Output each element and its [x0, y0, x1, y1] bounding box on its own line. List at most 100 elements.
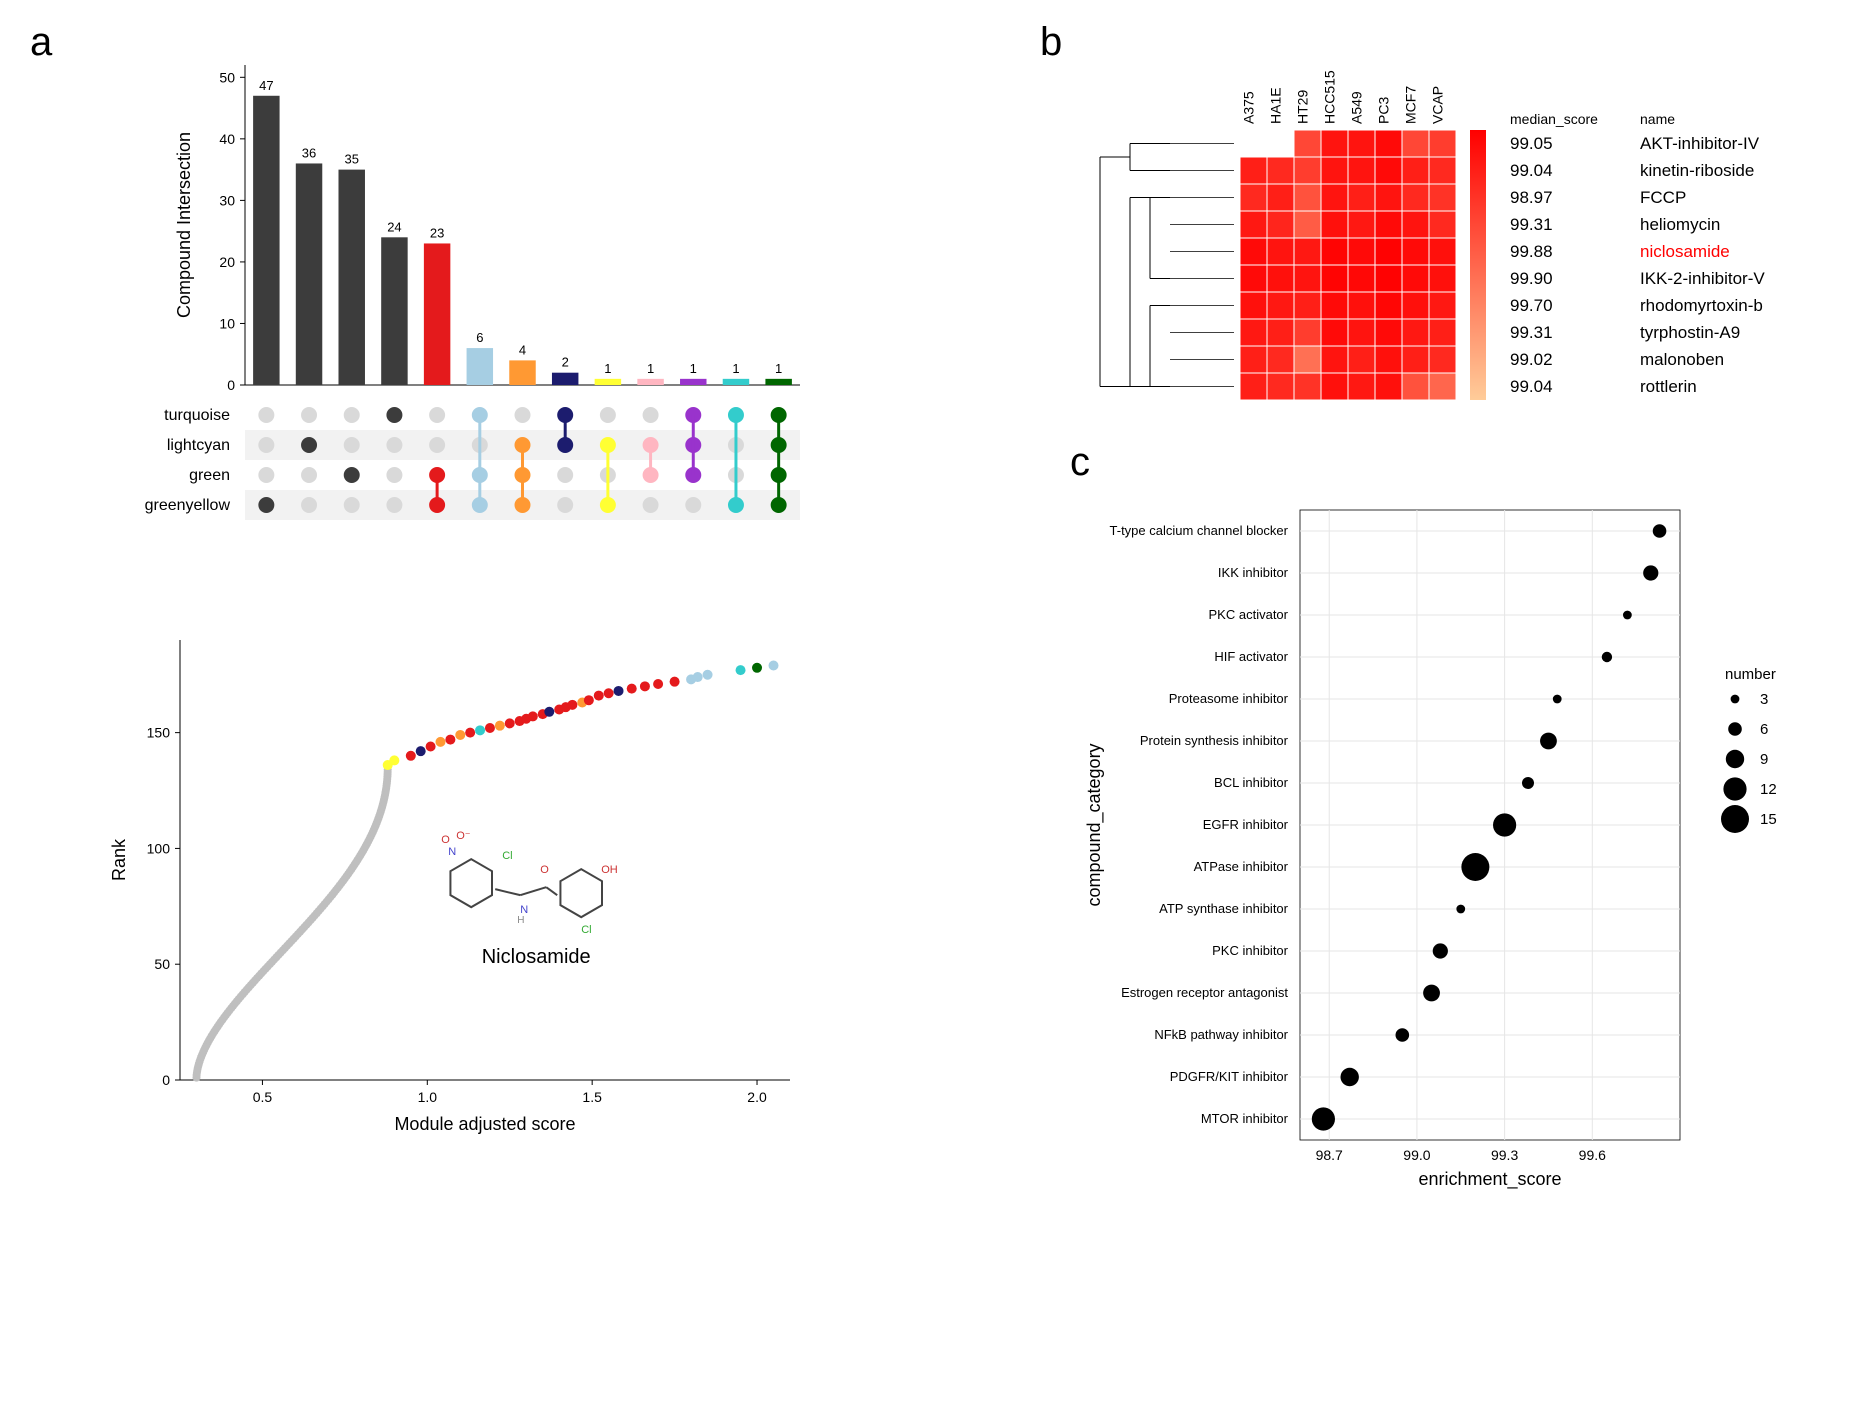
svg-text:niclosamide: niclosamide: [1640, 242, 1730, 261]
svg-text:Protein synthesis inhibitor: Protein synthesis inhibitor: [1140, 733, 1289, 748]
svg-text:greenyellow: greenyellow: [145, 497, 231, 514]
svg-text:99.02: 99.02: [1510, 350, 1553, 369]
svg-text:HIF activator: HIF activator: [1214, 649, 1288, 664]
svg-text:23: 23: [430, 225, 444, 240]
svg-text:PKC activator: PKC activator: [1209, 607, 1289, 622]
svg-text:1: 1: [732, 361, 739, 376]
svg-text:tyrphostin-A9: tyrphostin-A9: [1640, 323, 1740, 342]
svg-text:99.6: 99.6: [1579, 1147, 1606, 1163]
svg-text:30: 30: [219, 192, 235, 208]
svg-text:99.04: 99.04: [1510, 161, 1553, 180]
svg-text:99.88: 99.88: [1510, 242, 1553, 261]
svg-text:Estrogen receptor antagonist: Estrogen receptor antagonist: [1121, 985, 1288, 1000]
panel-b-heatmap: A375HA1EHT29HCC515A549PC3MCF7VCAPmedian_…: [1060, 40, 1840, 420]
svg-text:PC3: PC3: [1376, 97, 1392, 124]
svg-text:10: 10: [219, 315, 235, 331]
svg-text:NFkB pathway inhibitor: NFkB pathway inhibitor: [1154, 1027, 1288, 1042]
panel-c-dotplot: 98.7 99.0 99.3 99.6 enrichment_score compound…: [1060, 480, 1840, 1200]
svg-text:PDGFR/KIT inhibitor: PDGFR/KIT inhibitor: [1170, 1069, 1289, 1084]
svg-text:99.05: 99.05: [1510, 134, 1553, 153]
svg-text:1.0: 1.0: [418, 1089, 438, 1105]
svg-text:99.0: 99.0: [1403, 1147, 1430, 1163]
svg-text:12: 12: [1760, 781, 1777, 798]
svg-text:MTOR inhibitor: MTOR inhibitor: [1201, 1111, 1289, 1126]
svg-text:9: 9: [1760, 751, 1768, 768]
svg-text:1: 1: [775, 361, 782, 376]
svg-text:AKT-inhibitor-IV: AKT-inhibitor-IV: [1640, 134, 1760, 153]
svg-text:PKC inhibitor: PKC inhibitor: [1212, 943, 1289, 958]
svg-text:T-type calcium channel blocker: T-type calcium channel blocker: [1110, 523, 1289, 538]
panel-label-a: a: [30, 20, 52, 65]
svg-text:99.3: 99.3: [1491, 1147, 1518, 1163]
svg-text:47: 47: [259, 78, 273, 93]
panel-label-c: c: [1070, 440, 1090, 485]
svg-text:4: 4: [519, 342, 526, 357]
svg-text:Niclosamide: Niclosamide: [482, 946, 591, 968]
svg-text:99.31: 99.31: [1510, 215, 1553, 234]
svg-text:EGFR inhibitor: EGFR inhibitor: [1203, 817, 1289, 832]
svg-text:heliomycin: heliomycin: [1640, 215, 1720, 234]
panel-label-b: b: [1040, 20, 1062, 65]
svg-text:H: H: [517, 915, 524, 926]
svg-text:O⁻: O⁻: [456, 830, 471, 842]
svg-text:1: 1: [647, 361, 654, 376]
svg-text:N: N: [448, 846, 456, 858]
svg-text:IKK inhibitor: IKK inhibitor: [1218, 565, 1289, 580]
svg-text:Module adjusted score: Module adjusted score: [394, 1114, 575, 1134]
svg-text:Rank: Rank: [109, 838, 129, 881]
svg-text:A375: A375: [1241, 91, 1257, 124]
svg-text:lightcyan: lightcyan: [167, 437, 230, 454]
svg-text:40: 40: [219, 131, 235, 147]
svg-text:Cl: Cl: [502, 850, 512, 862]
svg-text:HCC515: HCC515: [1322, 70, 1338, 124]
svg-text:1: 1: [690, 361, 697, 376]
svg-text:compound_category: compound_category: [1084, 743, 1105, 906]
figure: a b c 0 10 20 30 40 50 Compound Intersection 47…: [20, 20, 1842, 1404]
svg-text:50: 50: [219, 69, 235, 85]
svg-text:O: O: [441, 834, 450, 846]
svg-text:98.7: 98.7: [1316, 1147, 1343, 1163]
svg-text:0.5: 0.5: [253, 1089, 273, 1105]
svg-text:Cl: Cl: [581, 924, 591, 936]
svg-text:6: 6: [476, 330, 483, 345]
svg-text:green: green: [189, 467, 230, 484]
panel-a-upset: 01020304050Compound Intersection47363524…: [80, 55, 820, 585]
svg-text:malonoben: malonoben: [1640, 350, 1724, 369]
svg-text:turquoise: turquoise: [164, 407, 230, 424]
svg-text:HA1E: HA1E: [1268, 87, 1284, 124]
svg-text:1: 1: [604, 361, 611, 376]
svg-text:kinetin-riboside: kinetin-riboside: [1640, 161, 1754, 180]
panel-a-scatter: 0501001500.51.01.52.0Module adjusted sco…: [80, 620, 820, 1160]
svg-text:OH: OH: [601, 864, 618, 876]
svg-text:BCL inhibitor: BCL inhibitor: [1214, 775, 1289, 790]
svg-text:ATP synthase inhibitor: ATP synthase inhibitor: [1159, 901, 1289, 916]
svg-text:1.5: 1.5: [582, 1089, 602, 1105]
svg-text:VCAP: VCAP: [1430, 86, 1446, 124]
svg-text:O: O: [540, 864, 549, 876]
svg-text:name: name: [1640, 111, 1675, 127]
svg-text:150: 150: [147, 725, 171, 741]
svg-text:enrichment_score: enrichment_score: [1418, 1169, 1561, 1190]
svg-text:2.0: 2.0: [747, 1089, 767, 1105]
svg-text:FCCP: FCCP: [1640, 188, 1686, 207]
svg-text:20: 20: [219, 254, 235, 270]
svg-text:6: 6: [1760, 721, 1768, 738]
svg-text:99.90: 99.90: [1510, 269, 1553, 288]
svg-text:MCF7: MCF7: [1403, 86, 1419, 124]
svg-text:98.97: 98.97: [1510, 188, 1553, 207]
svg-text:35: 35: [344, 152, 358, 167]
svg-text:36: 36: [302, 145, 316, 160]
svg-text:99.70: 99.70: [1510, 296, 1553, 315]
svg-text:Compound Intersection: Compound Intersection: [174, 132, 194, 318]
svg-text:2: 2: [562, 355, 569, 370]
svg-text:50: 50: [154, 956, 170, 972]
svg-text:Proteasome inhibitor: Proteasome inhibitor: [1169, 691, 1289, 706]
svg-text:ATPase inhibitor: ATPase inhibitor: [1194, 859, 1289, 874]
svg-text:HT29: HT29: [1295, 90, 1311, 124]
svg-text:number: number: [1725, 666, 1776, 683]
svg-text:rhodomyrtoxin-b: rhodomyrtoxin-b: [1640, 296, 1763, 315]
svg-text:rottlerin: rottlerin: [1640, 377, 1697, 396]
svg-text:15: 15: [1760, 811, 1777, 828]
svg-text:0: 0: [162, 1072, 170, 1088]
svg-text:99.04: 99.04: [1510, 377, 1553, 396]
